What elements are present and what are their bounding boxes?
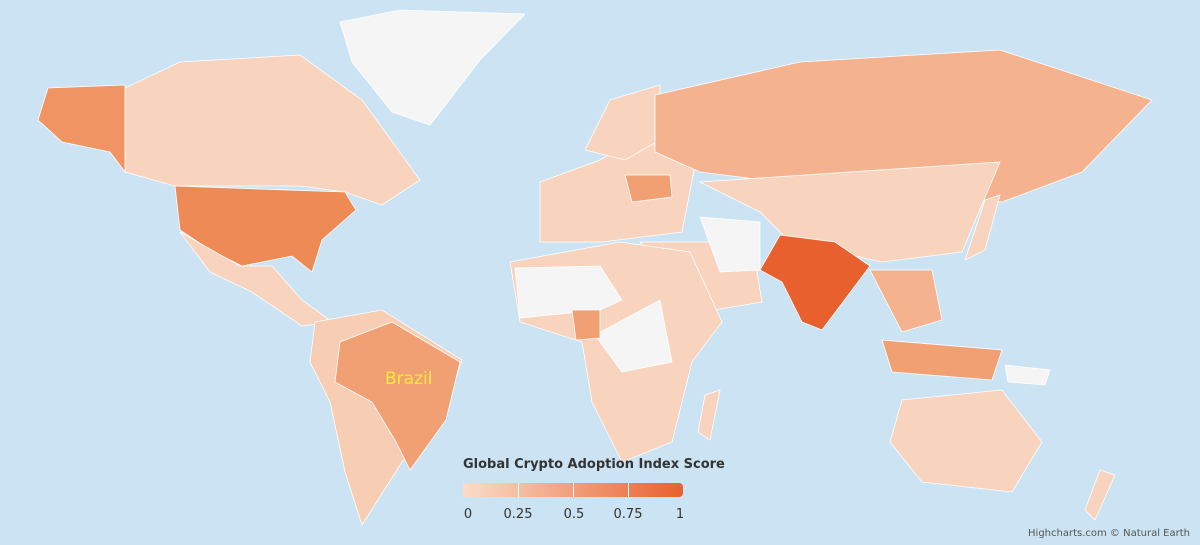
color-scale-bar[interactable]	[463, 483, 683, 497]
brazil-label: Brazil	[385, 369, 433, 389]
legend-tick: 0.25	[503, 507, 533, 522]
southeast-asia[interactable]	[869, 269, 943, 333]
alaska[interactable]	[37, 84, 126, 174]
legend-divider	[573, 483, 574, 497]
australia[interactable]	[889, 389, 1043, 493]
central-africa-no-data[interactable]	[594, 299, 673, 373]
brazil[interactable]	[334, 321, 461, 471]
greenland[interactable]	[339, 9, 526, 126]
ukraine[interactable]	[624, 174, 673, 203]
canada[interactable]	[124, 54, 421, 206]
japan[interactable]	[964, 194, 1001, 261]
west-africa-no-data[interactable]	[514, 265, 623, 319]
nigeria[interactable]	[571, 309, 601, 341]
papua-new-guinea[interactable]	[1004, 364, 1051, 386]
legend-tick: 0	[463, 507, 473, 522]
legend-divider	[518, 483, 519, 497]
united-states[interactable]	[174, 185, 357, 273]
legend-title: Global Crypto Adoption Index Score	[463, 457, 725, 472]
india[interactable]	[759, 234, 871, 331]
legend-tick: 0.5	[563, 507, 585, 522]
legend-tick: 0.75	[613, 507, 643, 522]
legend-tick: 1	[675, 507, 685, 522]
madagascar[interactable]	[697, 389, 721, 441]
new-zealand[interactable]	[1084, 469, 1116, 521]
indonesia[interactable]	[881, 339, 1003, 381]
legend-divider	[628, 483, 629, 497]
russia[interactable]	[654, 49, 1153, 203]
central-asia-china[interactable]	[698, 161, 1001, 263]
credits-link[interactable]: Highcharts.com © Natural Earth	[1028, 528, 1190, 539]
